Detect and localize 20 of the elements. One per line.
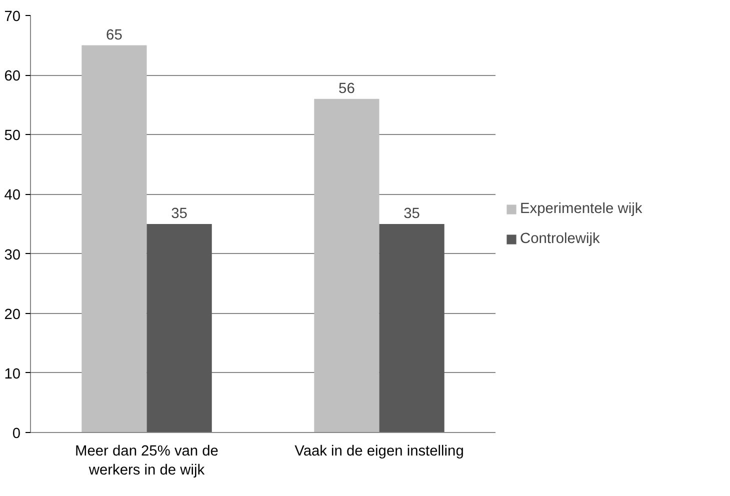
data-label: 56 bbox=[338, 80, 355, 97]
y-tick-label: 40 bbox=[4, 188, 21, 204]
data-label: 35 bbox=[171, 206, 188, 222]
y-tick-label: 50 bbox=[4, 128, 21, 144]
y-tick-label: 0 bbox=[12, 426, 21, 442]
y-tick-label: 10 bbox=[4, 366, 21, 382]
y-tick-label: 30 bbox=[4, 247, 21, 264]
y-tick-label: 70 bbox=[4, 9, 21, 25]
data-label: 65 bbox=[106, 27, 122, 44]
legend-label: Experimentele wijk bbox=[520, 200, 642, 216]
bar bbox=[146, 224, 212, 432]
y-tick-label: 60 bbox=[4, 68, 21, 85]
bar bbox=[379, 224, 444, 432]
bar bbox=[82, 45, 147, 432]
x-tick-label: Vaak in de eigen instelling bbox=[294, 444, 464, 460]
x-tick-label: Meer dan 25% van de werkers in de wijk bbox=[75, 444, 218, 479]
y-tick-label: 20 bbox=[4, 306, 21, 323]
data-label: 35 bbox=[404, 206, 420, 222]
bar bbox=[314, 98, 380, 432]
legend-label: Controlewijk bbox=[520, 230, 600, 246]
